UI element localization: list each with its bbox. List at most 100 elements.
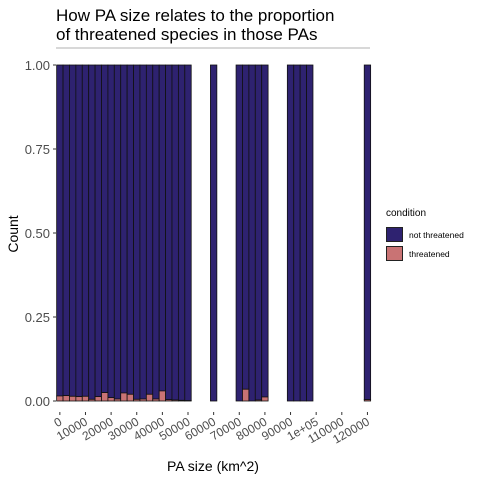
bar-group xyxy=(242,65,248,401)
y-tick-label: 0.25 xyxy=(25,310,50,325)
bar-threatened xyxy=(159,391,165,401)
legend-key-not-threatened xyxy=(386,227,403,242)
bar-group xyxy=(69,65,75,401)
y-tick-label: 0.75 xyxy=(25,142,50,157)
legend-title: condition xyxy=(386,208,464,219)
bar-group xyxy=(89,65,95,401)
bar-group xyxy=(166,65,172,401)
bar-group xyxy=(249,65,255,401)
bar-group xyxy=(63,65,69,401)
bar-not-threatened xyxy=(114,65,120,399)
bar-group xyxy=(95,65,101,401)
bar-threatened xyxy=(121,393,127,401)
bar-group xyxy=(121,65,127,401)
bar-not-threatened xyxy=(294,65,300,401)
bar-threatened xyxy=(364,400,370,401)
bar-not-threatened xyxy=(255,65,261,400)
bar-not-threatened xyxy=(69,65,75,396)
bar-not-threatened xyxy=(172,65,178,400)
bar-not-threatened xyxy=(121,65,127,393)
bar-threatened xyxy=(172,400,178,401)
bar-group xyxy=(159,65,165,401)
bar-threatened xyxy=(69,396,75,401)
bar-group xyxy=(153,65,159,401)
bar-group xyxy=(307,65,313,401)
legend: condition not threatened threatened xyxy=(386,208,464,263)
x-axis: 0100002000030000400005000060000700008000… xyxy=(52,412,373,447)
bar-threatened xyxy=(134,399,140,401)
bar-threatened xyxy=(140,399,146,401)
bar-threatened xyxy=(108,398,114,401)
bar-not-threatened xyxy=(364,65,370,400)
bar-group xyxy=(185,65,191,401)
bar-not-threatened xyxy=(101,65,107,393)
bar-threatened xyxy=(57,396,63,401)
bar-group xyxy=(127,65,133,401)
y-axis-label: Count xyxy=(5,215,21,252)
bar-not-threatened xyxy=(166,65,172,400)
bar-group xyxy=(300,65,306,401)
chart-title: How PA size relates to the proportion of… xyxy=(56,6,334,44)
bar-not-threatened xyxy=(134,65,140,399)
bar-not-threatened xyxy=(146,65,152,394)
legend-label-threatened: threatened xyxy=(409,249,450,259)
bar-threatened xyxy=(95,397,101,401)
bar-not-threatened xyxy=(307,65,313,401)
bar-threatened xyxy=(262,397,268,401)
bar-group xyxy=(76,65,82,401)
bar-threatened xyxy=(255,400,261,401)
bar-group xyxy=(57,65,63,401)
x-axis-label: PA size (km^2) xyxy=(167,458,259,474)
bar-threatened xyxy=(127,394,133,401)
bar-group xyxy=(364,65,370,401)
bar-not-threatened xyxy=(108,65,114,398)
y-tick-label: 1.00 xyxy=(25,58,50,73)
bar-threatened xyxy=(89,399,95,401)
legend-key-threatened xyxy=(386,246,403,261)
bar-not-threatened xyxy=(57,65,63,396)
bar-group xyxy=(262,65,268,401)
bar-not-threatened xyxy=(210,65,216,401)
bar-threatened xyxy=(153,399,159,401)
bar-not-threatened xyxy=(127,65,133,394)
bar-not-threatened xyxy=(236,65,242,401)
bar-not-threatened xyxy=(249,65,255,401)
bar-not-threatened xyxy=(89,65,95,399)
bar-not-threatened xyxy=(178,65,184,400)
bar-threatened xyxy=(82,396,88,401)
bar-threatened xyxy=(178,400,184,401)
bar-not-threatened xyxy=(262,65,268,397)
bar-group xyxy=(134,65,140,401)
legend-item-not-threatened: not threatened xyxy=(386,225,464,244)
bar-not-threatened xyxy=(185,65,191,401)
bar-not-threatened xyxy=(63,65,69,396)
bar-not-threatened xyxy=(76,65,82,397)
bar-group xyxy=(287,65,293,401)
bar-group xyxy=(255,65,261,401)
bar-group xyxy=(101,65,107,401)
bar-threatened xyxy=(146,394,152,401)
bar-not-threatened xyxy=(82,65,88,396)
bar-not-threatened xyxy=(140,65,146,399)
bar-group xyxy=(114,65,120,401)
bar-threatened xyxy=(101,393,107,401)
bar-threatened xyxy=(63,396,69,401)
bar-group xyxy=(172,65,178,401)
bar-group xyxy=(210,65,216,401)
y-tick-label: 0.00 xyxy=(25,394,50,409)
bar-group xyxy=(82,65,88,401)
bar-not-threatened xyxy=(287,65,293,401)
legend-label-not-threatened: not threatened xyxy=(409,230,464,240)
bar-threatened xyxy=(114,399,120,401)
bars xyxy=(57,65,371,401)
bar-group xyxy=(140,65,146,401)
bar-not-threatened xyxy=(153,65,159,399)
bar-group xyxy=(236,65,242,401)
bar-group xyxy=(294,65,300,401)
bar-group xyxy=(108,65,114,401)
y-tick-label: 0.50 xyxy=(25,226,50,241)
bar-threatened xyxy=(242,389,248,401)
bar-not-threatened xyxy=(242,65,248,389)
bar-not-threatened xyxy=(95,65,101,397)
bar-threatened xyxy=(76,397,82,401)
